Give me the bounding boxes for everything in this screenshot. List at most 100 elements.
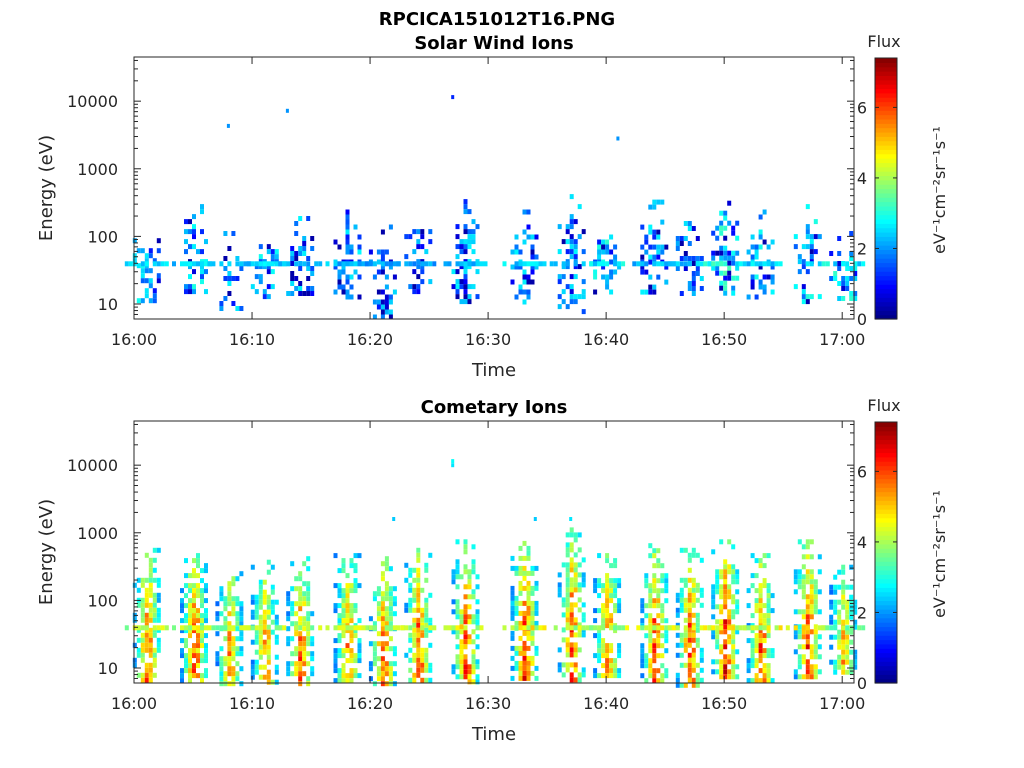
spectrogram-cell [451, 284, 456, 290]
spectrogram-cell [605, 553, 610, 559]
isolated-point [285, 108, 289, 113]
colorbar-segment [875, 435, 897, 440]
colorbar-segment [875, 131, 897, 137]
spectrogram-cell [801, 564, 806, 570]
spectrogram-cell [156, 597, 161, 603]
spectrogram-cell [691, 271, 696, 276]
spectrogram-cell [841, 639, 846, 645]
spectrogram-cell [514, 645, 519, 651]
spectrogram-cell [829, 614, 834, 620]
spectrogram-cell [388, 261, 393, 267]
spectrogram-cell [475, 644, 480, 650]
spectrogram-cell [695, 622, 700, 628]
spectrogram-cell [274, 254, 279, 260]
spectrogram-cell [144, 672, 149, 678]
spectrogram-cell [845, 261, 850, 267]
spectrogram-cell [219, 625, 224, 631]
spectrogram-cell [463, 584, 468, 590]
spectrogram-cell [416, 552, 421, 558]
spectrogram-cell [711, 250, 716, 256]
spectrogram-cell [837, 619, 842, 625]
spectrogram-cell [841, 649, 846, 655]
spectrogram-cell [683, 256, 688, 261]
spectrogram-cell [687, 552, 692, 558]
spectrogram-cell [200, 593, 204, 599]
spectrogram-cell [817, 294, 822, 300]
spectrogram-cell [762, 289, 767, 295]
spectrogram-cell [613, 269, 618, 275]
spectrogram-cell [711, 230, 716, 236]
spectrogram-cell [569, 239, 574, 245]
colorbar-segment [875, 292, 897, 298]
spectrogram-cell [384, 284, 389, 290]
spectrogram-cell [196, 573, 200, 579]
spectrogram-cell [617, 668, 622, 674]
spectrogram-cell [691, 662, 696, 668]
spectrogram-cell [754, 603, 759, 609]
spectrogram-cell [290, 621, 295, 627]
spectrogram-cell [290, 671, 295, 677]
spectrogram-cell [833, 604, 838, 610]
spectrogram-cell [667, 261, 672, 267]
spectrogram-cell [227, 261, 232, 267]
spectrogram-cell [664, 668, 669, 674]
spectrogram-cell [262, 579, 267, 585]
spectrogram-cell [412, 652, 417, 658]
spectrogram-cell [204, 643, 208, 649]
spectrogram-cell [144, 642, 149, 648]
x-tick-label: 16:40 [583, 694, 629, 713]
spectrogram-cell [388, 264, 393, 270]
spectrogram-cell [754, 274, 759, 280]
spectrogram-cell [573, 587, 578, 593]
spectrogram-cell [841, 669, 846, 675]
spectrogram-cell [534, 264, 539, 270]
cometary-spectrogram [124, 459, 866, 688]
spectrogram-cell [762, 625, 767, 631]
spectrogram-cell [805, 599, 810, 605]
spectrogram-cell [849, 266, 854, 271]
colorbar-segment [875, 162, 897, 168]
spectrogram-cell [148, 577, 153, 583]
spectrogram-cell [853, 664, 858, 670]
spectrogram-cell [227, 666, 232, 672]
spectrogram-cell [152, 662, 157, 668]
spectrogram-cell [601, 638, 606, 644]
spectrogram-cell [148, 572, 153, 578]
spectrogram-cell [805, 539, 810, 545]
spectrogram-cell [463, 294, 468, 300]
spectrogram-cell [644, 573, 649, 579]
spectrogram-cell [727, 614, 732, 620]
spectrogram-cell [341, 588, 346, 594]
spectrogram-cell [416, 652, 421, 658]
spectrogram-cell [813, 634, 818, 640]
spectrogram-cell [467, 664, 472, 670]
spectrogram-cell [853, 291, 858, 296]
spectrogram-cell [164, 625, 169, 631]
spectrogram-cell [625, 625, 630, 631]
spectrogram-cell [353, 563, 358, 569]
spectrogram-cell [231, 671, 236, 677]
spectrogram-cell [380, 261, 385, 267]
spectrogram-cell [290, 261, 295, 266]
spectrogram-cell [770, 264, 775, 270]
spectrogram-cell [597, 593, 602, 599]
spectrogram-cell [357, 244, 362, 250]
spectrogram-cell [207, 261, 212, 267]
spectrogram-cell [514, 264, 519, 270]
spectrogram-cell [341, 613, 346, 619]
spectrogram-cell [801, 289, 806, 295]
spectrogram-cell [715, 659, 720, 665]
spectrogram-cell [778, 261, 783, 267]
spectrogram-cell [204, 588, 208, 594]
spectrogram-cell [463, 614, 468, 620]
spectrogram-cell [463, 289, 468, 295]
spectrogram-cell [148, 582, 153, 588]
spectrogram-cell [388, 671, 393, 677]
spectrogram-cell [656, 548, 661, 554]
spectrogram-cell [565, 304, 570, 310]
x-tick-label: 16:00 [111, 694, 157, 713]
spectrogram-cell [200, 578, 204, 584]
spectrogram-cell [530, 610, 535, 616]
spectrogram-cell [192, 261, 196, 267]
spectrogram-cell [192, 643, 196, 649]
